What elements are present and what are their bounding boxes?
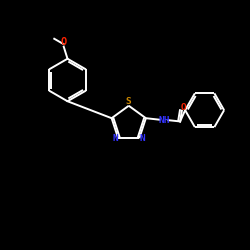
Text: S: S	[126, 97, 132, 106]
Text: N: N	[112, 134, 118, 143]
Text: O: O	[61, 37, 67, 47]
Text: NH: NH	[158, 116, 170, 125]
Text: N: N	[140, 134, 145, 143]
Text: O: O	[180, 104, 186, 112]
